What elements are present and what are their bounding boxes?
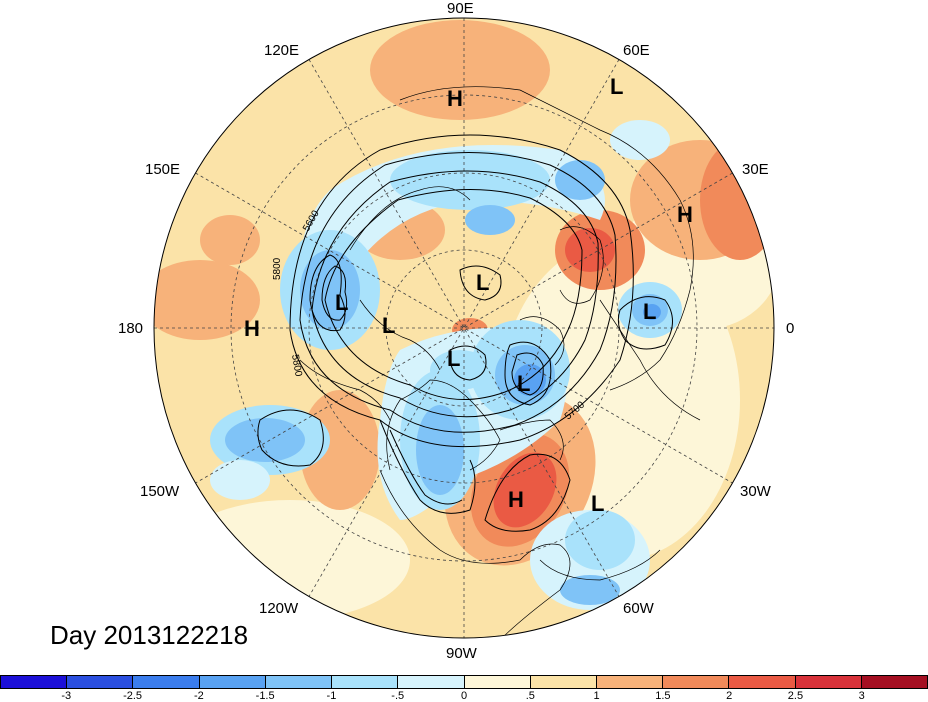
low-60e-label: L [610,74,623,99]
colorbar-tick-label: 1 [593,690,600,702]
colorbar-box [397,675,465,689]
colorbar-box [529,675,597,689]
colorbar-tick-label: -3 [61,690,72,702]
lon-label-0: 0 [786,320,794,337]
low-chukchi-label: L [382,313,395,338]
coastlines [299,86,701,638]
colorbar-tick-label: 3 [858,690,865,702]
lon-label-180: 180 [118,320,143,337]
lon-label-150e: 150E [145,161,180,178]
colorbar [0,675,928,689]
low-canada-arctic-label: L [447,346,460,371]
lon-label-150w: 150W [140,483,180,500]
colorbar-box [463,675,531,689]
colorbar-tick-label: -2.5 [123,690,143,702]
colorbar-box [595,675,664,689]
longitude-labels: 90E 60E 30E 0 30W 60W 90W 120W 150W 180 … [118,0,794,662]
lon-label-120w: 120W [259,600,299,617]
low-greenland-label: L [517,371,530,396]
colorbar-tick-label: 2.5 [787,690,804,702]
height-contours [257,134,673,532]
contour-label-5800-a: 5800 [272,257,283,280]
colorbar-tick-label: -1.5 [255,690,275,702]
lon-label-60w: 60W [623,600,655,617]
colorbar-tick-label: .5 [525,690,535,702]
colorbar-box [66,675,134,689]
colorbar-tick-label: 1.5 [655,690,671,702]
colorbar-tick-label: -.5 [391,690,405,702]
lon-label-60e: 60E [623,42,650,59]
pressure-center-labels: H L H L L L L H L L H L [244,74,693,516]
colorbar-box [728,675,796,689]
colorbar-box [794,675,862,689]
colorbar-box [0,675,68,689]
colorbar-box [662,675,730,689]
colorbar-tick-label: -2 [193,690,204,702]
lon-label-30e: 30E [742,161,769,178]
lon-label-120e: 120E [264,42,299,59]
colorbar-box [264,675,333,689]
colorbar-box [331,675,399,689]
colorbar-tick-label: -1 [326,690,337,702]
low-siberia-label: L [476,270,489,295]
colorbar-tick-label: 2 [726,690,733,702]
colorbar-box [860,675,928,689]
lon-label-30w: 30W [740,483,772,500]
high-pacific-label: H [244,316,260,341]
high-russia-label: H [677,202,693,227]
low-atlantic-label: L [591,491,604,516]
low-europe-label: L [643,299,656,324]
map-border [153,17,775,639]
colorbar-box [132,675,200,689]
lon-label-90e: 90E [447,0,474,17]
map-title: Day 2013122218 [50,620,249,650]
colorbar-box [198,675,266,689]
high-atlantic-label: H [508,487,524,512]
contour-label-5800-b: 5800 [289,354,304,378]
colorbar-tick-label: 0 [460,690,468,702]
lon-label-90w: 90W [446,645,478,662]
polar-stereographic-map: 5600 5800 5800 5700 H L H L L L L H L L … [118,0,794,662]
high-east-asia-label: H [447,86,463,111]
colorbar-labels: -3 -2.5 -2 -1.5 -1 -.5 0 .5 1 1.5 2 2.5 3 [0,690,928,702]
low-bering-label: L [335,290,348,315]
